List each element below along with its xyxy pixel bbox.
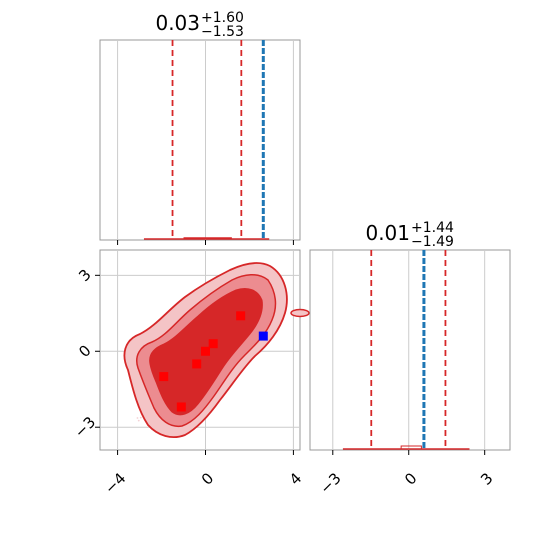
sample-marker: [159, 372, 169, 382]
sample-marker: [208, 339, 218, 349]
y-tick-label: 3: [75, 266, 94, 285]
x-tick-label: 0: [198, 469, 217, 488]
joint-panel: −4 0 4 −3 0 3: [71, 249, 310, 498]
title-param1-minus: −1.49: [411, 234, 454, 250]
scatter-point: [137, 419, 140, 422]
sample-marker: [192, 359, 202, 369]
title-param0-plus: +1.60: [201, 10, 244, 26]
histogram-frame-2: [309, 249, 511, 451]
histogram-bar: [400, 445, 422, 450]
histogram-frame: [99, 39, 301, 241]
sample-marker: [200, 346, 210, 356]
histogram-panel-param1: −3 0 3 0.01 +1.44 −1.49: [309, 220, 511, 498]
histogram-panel-param0: 0.03 +1.60 −1.53: [99, 10, 301, 245]
title-param0-minus: −1.53: [201, 24, 244, 40]
y-tick-label: −3: [71, 413, 99, 441]
sample-marker: [236, 311, 246, 321]
truth-marker: [258, 331, 268, 341]
x-tick-label: 0: [401, 469, 420, 488]
x-tick-label: −4: [101, 469, 129, 497]
title-param1-plus: +1.44: [411, 220, 454, 236]
title-param1-median: 0.01: [365, 221, 410, 245]
scatter-point: [136, 417, 139, 419]
x-tick-label: −3: [316, 469, 344, 497]
contour-edge-blob: [290, 308, 310, 318]
x-tick-label: 4: [286, 469, 305, 488]
y-tick-label: 0: [75, 342, 94, 361]
sample-marker: [176, 402, 186, 412]
x-tick-label: 3: [477, 469, 496, 488]
title-param0-median: 0.03: [155, 11, 200, 35]
scatter-point: [139, 416, 142, 419]
